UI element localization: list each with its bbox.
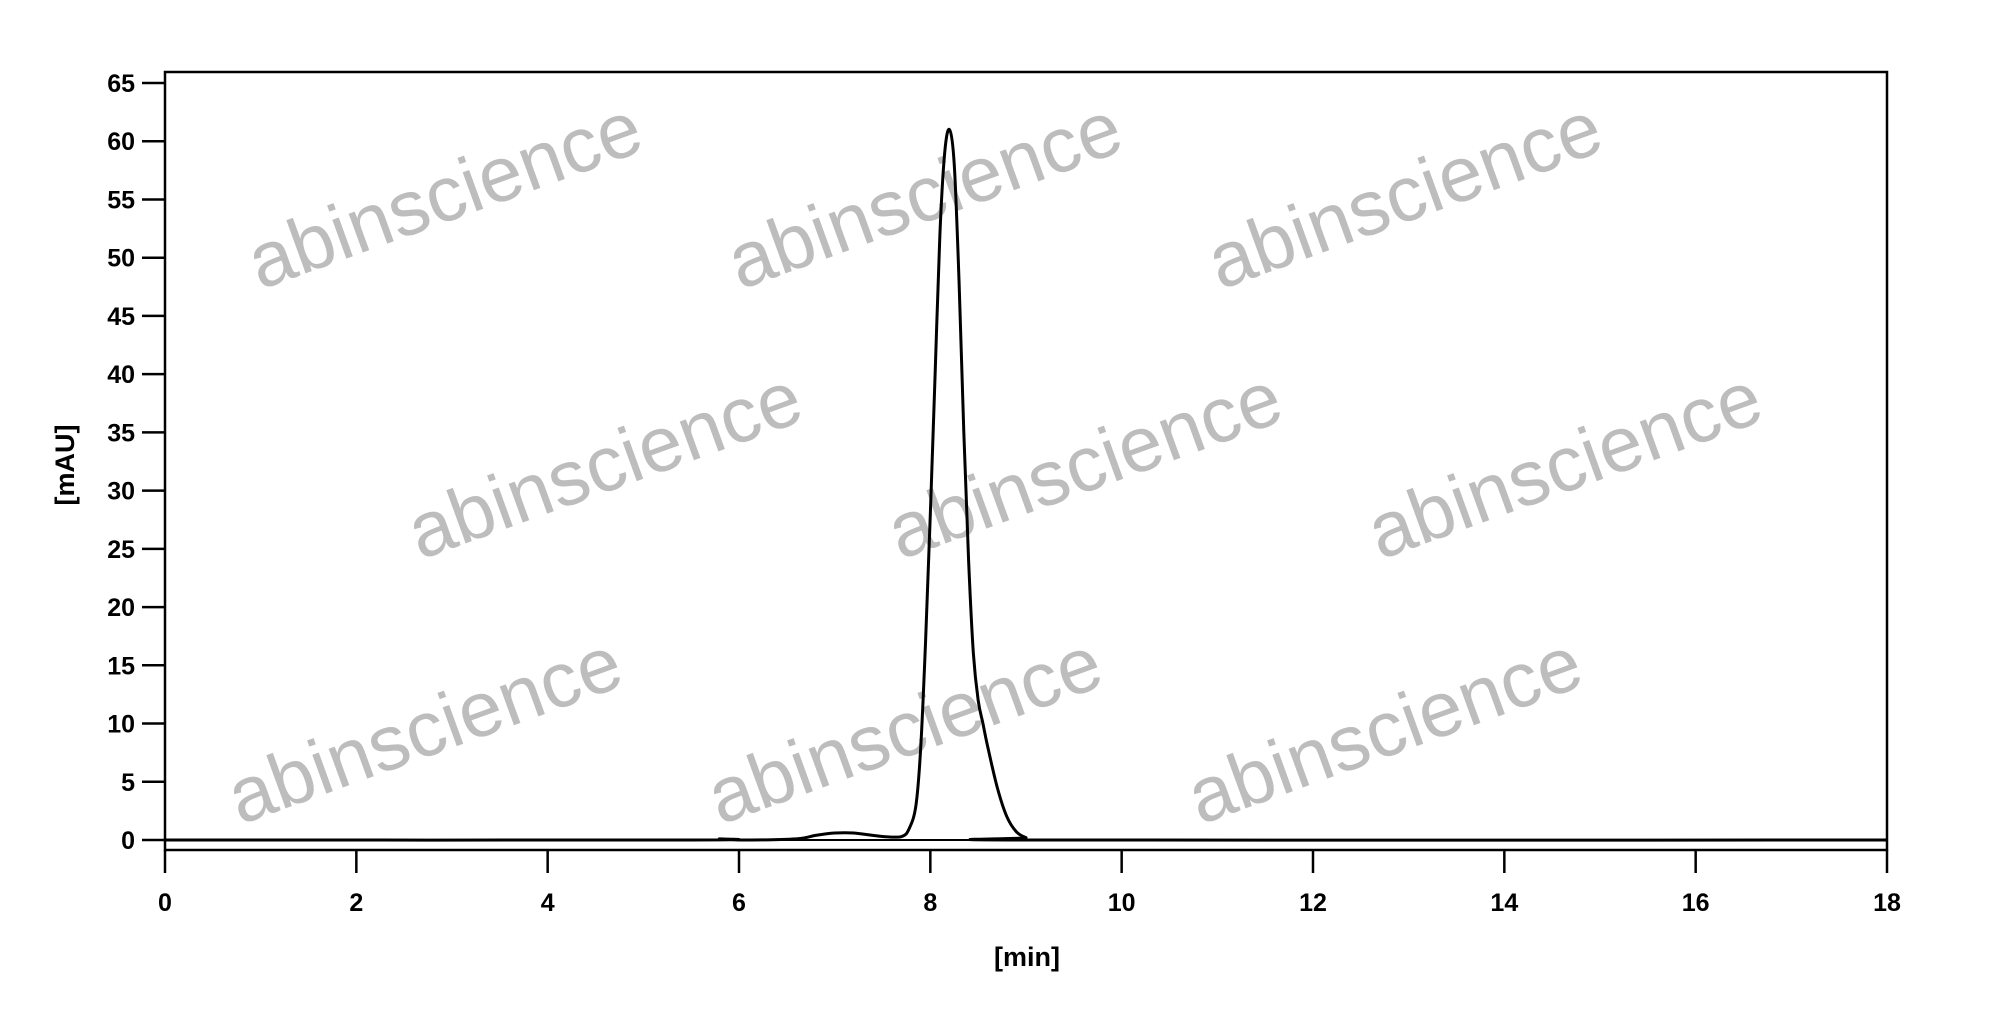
y-tick-label: 65 — [107, 70, 135, 98]
watermark-text: abinscience — [876, 352, 1293, 576]
watermark-text: abinscience — [716, 82, 1133, 306]
x-tick-label: 4 — [541, 889, 555, 917]
y-tick-label: 5 — [121, 769, 135, 797]
y-tick-label: 50 — [107, 245, 135, 273]
watermark-text: abinscience — [696, 617, 1113, 841]
x-tick-label: 8 — [923, 889, 937, 917]
x-tick-label: 18 — [1873, 889, 1901, 917]
x-tick-label: 12 — [1299, 889, 1327, 917]
y-axis: 0 5 10 15 20 25 30 35 40 45 50 55 60 65 — [107, 70, 165, 855]
watermark-text: abinscience — [1176, 617, 1593, 841]
watermark-text: abinscience — [216, 617, 633, 841]
y-tick-label: 10 — [107, 711, 135, 739]
watermark-text: abinscience — [396, 352, 813, 576]
chromatogram-trace — [164, 127, 1888, 842]
y-tick-label: 30 — [107, 478, 135, 506]
x-tick-label: 0 — [158, 889, 172, 917]
x-tick-label: 6 — [732, 889, 746, 917]
x-tick-label: 2 — [349, 889, 363, 917]
y-tick-label: 60 — [107, 128, 135, 156]
x-axis-title: [min] — [994, 942, 1060, 972]
y-tick-label: 55 — [107, 186, 135, 214]
y-tick-label: 45 — [107, 303, 135, 331]
plot-frame — [163, 70, 1889, 852]
y-tick-label: 15 — [107, 652, 135, 680]
y-tick-label: 40 — [107, 361, 135, 389]
y-tick-label: 25 — [107, 536, 135, 564]
watermark-text: abinscience — [1356, 352, 1773, 576]
x-tick-label: 16 — [1682, 889, 1710, 917]
y-tick-label: 20 — [107, 594, 135, 622]
x-tick-label: 14 — [1490, 889, 1518, 917]
watermark-text: abinscience — [236, 82, 653, 306]
y-tick-label: 0 — [121, 827, 135, 855]
x-axis: 0 2 4 6 8 10 12 14 16 18 — [158, 850, 1901, 917]
watermark-layer: abinscience abinscience abinscience abinsci… — [216, 82, 1773, 841]
y-axis-title: [mAU] — [50, 425, 80, 506]
watermark-text: abinscience — [1196, 82, 1613, 306]
y-tick-label: 35 — [107, 419, 135, 447]
x-tick-label: 10 — [1108, 889, 1136, 917]
